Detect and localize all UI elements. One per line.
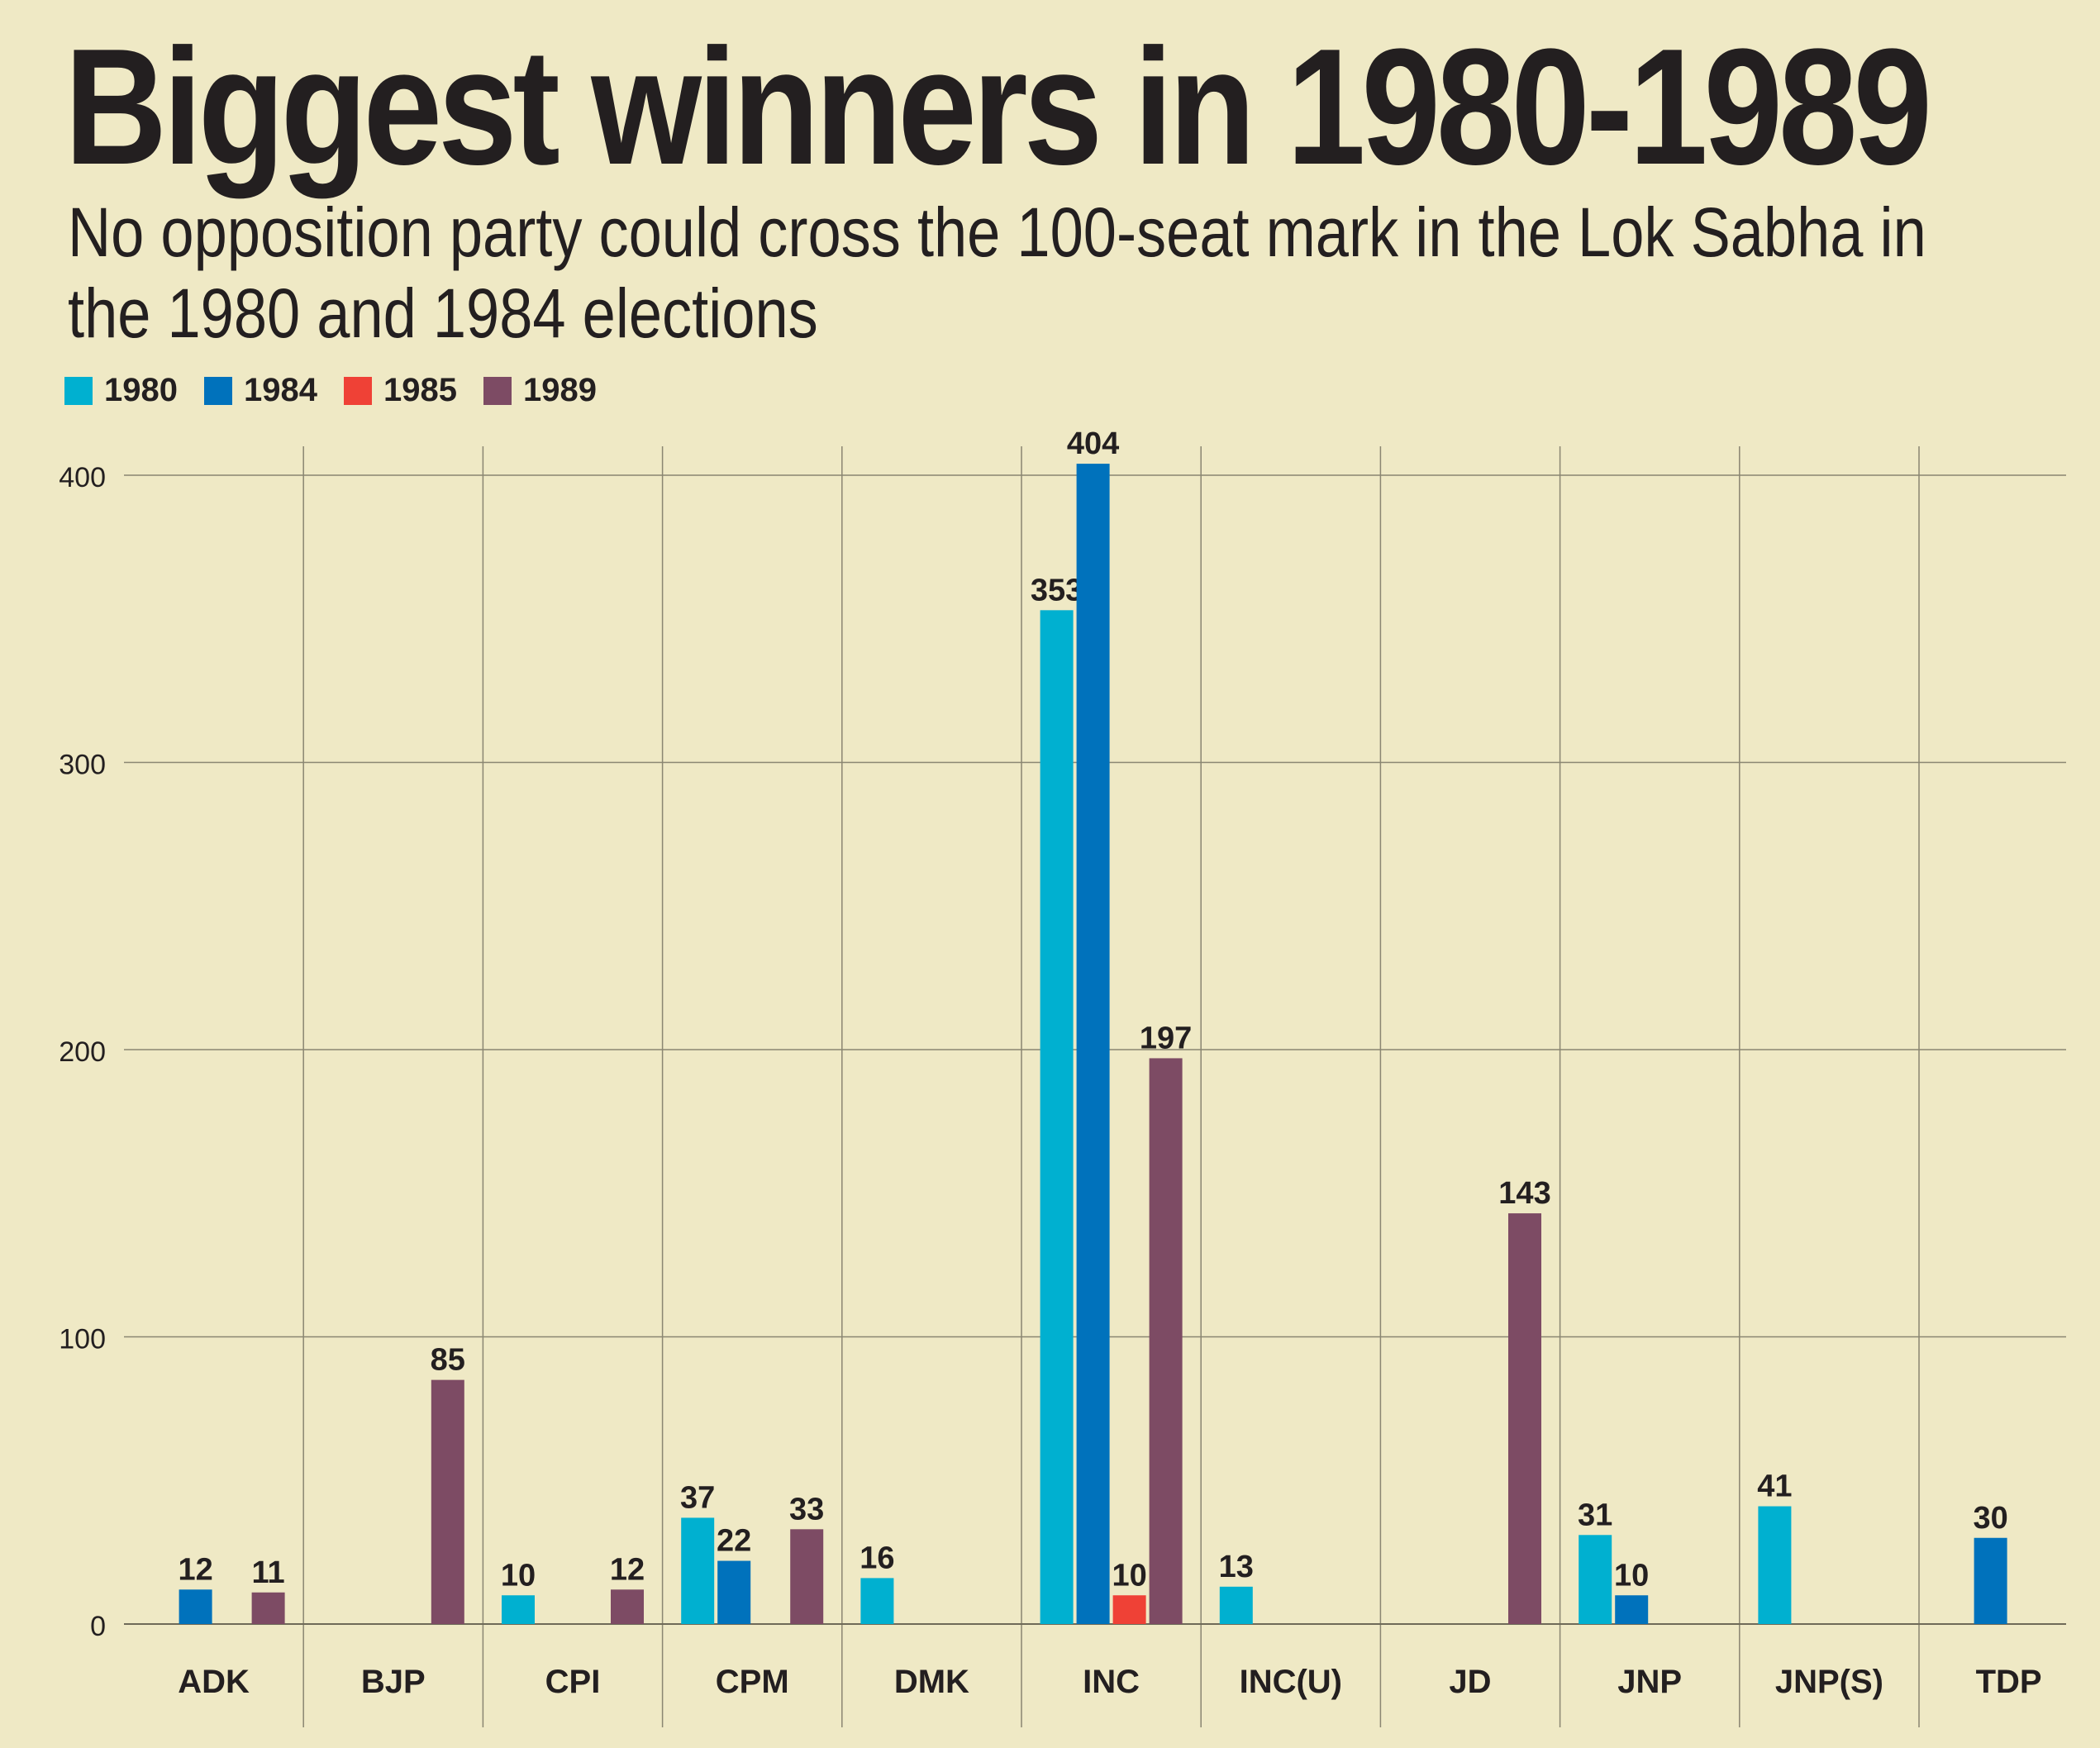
bar-JNP-1980 (1579, 1535, 1612, 1624)
data-label: 10 (1614, 1558, 1649, 1593)
x-tick-label: JNP (1617, 1664, 1682, 1700)
legend-label: 1980 (104, 372, 178, 408)
legend-swatch (343, 376, 372, 405)
legend-label: 1984 (243, 372, 317, 408)
bar-ADK-1989 (251, 1592, 285, 1624)
chart-subtitle: No opposition party could cross the 100-… (68, 193, 1926, 352)
bar-INC-1984 (1076, 464, 1110, 1624)
data-label: 197 (1140, 1021, 1192, 1055)
data-label: 12 (610, 1552, 645, 1587)
data-label: 16 (860, 1541, 894, 1575)
legend-item-1985: 1985 (343, 372, 457, 409)
legend-swatch (64, 376, 93, 405)
bar-INC-1985 (1112, 1595, 1146, 1624)
y-tick-label: 300 (59, 750, 106, 781)
legend-swatch (203, 376, 232, 405)
data-label: 13 (1219, 1550, 1254, 1584)
bar-JNP(S)-1980 (1758, 1506, 1792, 1624)
bar-INC-1980 (1040, 610, 1074, 1625)
y-tick-label: 0 (90, 1611, 106, 1642)
x-tick-label: INC (1083, 1664, 1140, 1700)
x-tick-label: BJP (361, 1664, 426, 1700)
data-label: 33 (789, 1492, 824, 1527)
y-tick-label: 100 (59, 1324, 106, 1355)
bar-DMK-1980 (860, 1578, 894, 1624)
data-label: 143 (1498, 1176, 1550, 1211)
legend-item-1984: 1984 (203, 372, 317, 409)
data-label: 41 (1757, 1469, 1792, 1504)
legend-label: 1989 (522, 372, 597, 408)
chart-title: Biggest winners in 1980-1989 (64, 15, 1932, 199)
data-label: 30 (1973, 1501, 2007, 1536)
x-tick-label: JD (1449, 1664, 1491, 1700)
bar-INC-1989 (1149, 1058, 1183, 1624)
data-label: 31 (1578, 1498, 1612, 1532)
data-label: 404 (1067, 426, 1119, 461)
bar-CPM-1980 (681, 1517, 715, 1624)
legend-item-1980: 1980 (64, 372, 178, 409)
data-label: 37 (680, 1480, 715, 1515)
legend: 1980 1984 1985 1989 (64, 372, 623, 409)
bar-JNP-1984 (1615, 1595, 1649, 1624)
data-label: 10 (501, 1558, 536, 1593)
data-label: 353 (1031, 573, 1083, 607)
bar-CPI-1980 (502, 1595, 535, 1624)
x-tick-label: TDP (1976, 1664, 2042, 1700)
bar-JD-1989 (1508, 1213, 1541, 1624)
legend-label: 1985 (383, 372, 457, 408)
x-tick-label: JNP(S) (1775, 1664, 1883, 1700)
data-label: 11 (252, 1555, 285, 1590)
bar-BJP-1989 (431, 1379, 464, 1624)
y-tick-label: 200 (59, 1036, 106, 1068)
x-tick-label: INC(U) (1240, 1664, 1342, 1700)
bar-INC(U)-1980 (1219, 1586, 1253, 1624)
x-tick-label: ADK (178, 1664, 250, 1700)
bar-CPM-1984 (717, 1560, 751, 1624)
x-tick-label: CPM (716, 1664, 789, 1700)
x-tick-label: DMK (894, 1664, 969, 1700)
x-tick-label: CPI (545, 1664, 601, 1700)
legend-item-1989: 1989 (483, 372, 597, 409)
y-tick-label: 400 (59, 462, 106, 493)
data-label: 22 (717, 1524, 751, 1559)
bar-ADK-1984 (179, 1589, 212, 1624)
bar-CPI-1989 (611, 1589, 644, 1624)
bar-CPM-1989 (790, 1529, 824, 1624)
bar-TDP-1984 (1974, 1537, 2007, 1624)
legend-swatch (483, 376, 512, 405)
data-label: 10 (1112, 1558, 1146, 1593)
data-label: 12 (178, 1552, 212, 1587)
data-label: 85 (431, 1343, 465, 1378)
